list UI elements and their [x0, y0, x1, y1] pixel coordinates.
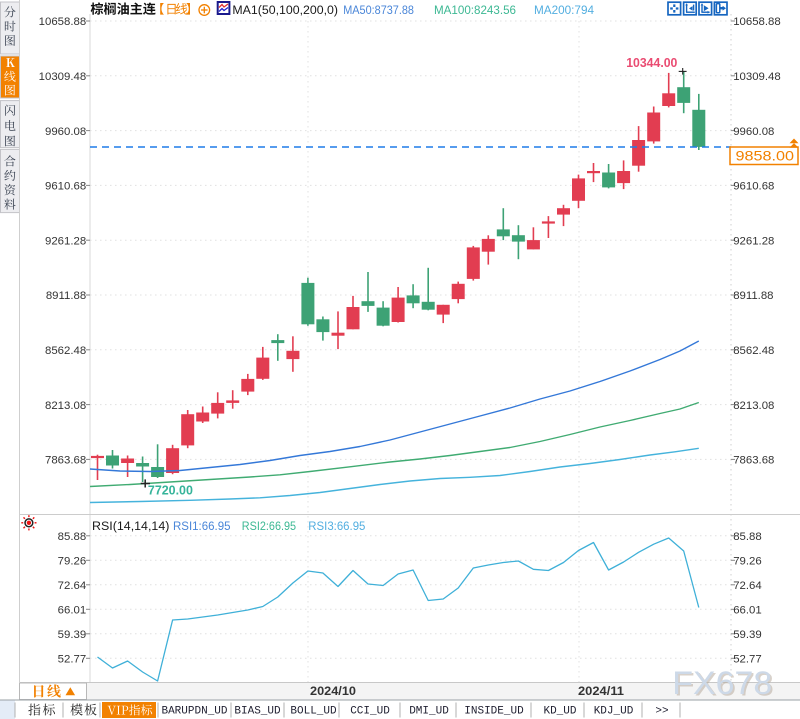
svg-text:9261.28: 9261.28 [733, 235, 774, 247]
svg-text:85.88: 85.88 [58, 531, 87, 543]
svg-text:KD_UD: KD_UD [543, 706, 576, 718]
svg-text:10309.48: 10309.48 [39, 71, 87, 83]
svg-text:RSI(14,14,14): RSI(14,14,14) [92, 519, 169, 533]
svg-text:MA1(50,100,200,0): MA1(50,100,200,0) [232, 3, 338, 17]
svg-text:7863.68: 7863.68 [45, 455, 86, 467]
svg-text:52.77: 52.77 [58, 653, 87, 665]
svg-text:8562.48: 8562.48 [733, 345, 774, 357]
svg-text:FX678: FX678 [674, 667, 774, 703]
svg-text:66.01: 66.01 [733, 604, 762, 616]
svg-text:8562.48: 8562.48 [45, 345, 86, 357]
svg-text:85.88: 85.88 [733, 531, 762, 543]
svg-text:DMI_UD: DMI_UD [409, 706, 449, 718]
svg-text:10658.88: 10658.88 [39, 16, 87, 28]
svg-text:RSI1:66.95: RSI1:66.95 [173, 519, 231, 533]
svg-text:59.39: 59.39 [58, 629, 87, 641]
svg-text:8213.08: 8213.08 [45, 400, 86, 412]
svg-text:52.77: 52.77 [733, 653, 762, 665]
svg-text:8911.88: 8911.88 [733, 290, 773, 302]
svg-text:7863.68: 7863.68 [733, 455, 774, 467]
svg-text:59.39: 59.39 [733, 629, 762, 641]
svg-text:CCI_UD: CCI_UD [350, 706, 390, 718]
svg-text:72.64: 72.64 [58, 580, 87, 592]
svg-text:RSI3:66.95: RSI3:66.95 [308, 519, 365, 533]
svg-text:7720.00: 7720.00 [148, 484, 193, 498]
svg-text:72.64: 72.64 [733, 580, 762, 592]
svg-text:9960.08: 9960.08 [733, 126, 774, 138]
svg-text:2024/10: 2024/10 [310, 684, 356, 698]
svg-text:BOLL_UD: BOLL_UD [290, 706, 337, 718]
svg-text:8911.88: 8911.88 [46, 290, 86, 302]
svg-text:BIAS_UD: BIAS_UD [234, 706, 281, 718]
svg-text:10658.88: 10658.88 [733, 16, 781, 28]
svg-text:9610.68: 9610.68 [733, 181, 774, 193]
svg-text:MA100:8243.56: MA100:8243.56 [434, 3, 516, 17]
svg-text:9960.08: 9960.08 [45, 126, 86, 138]
svg-text:79.26: 79.26 [733, 555, 762, 567]
svg-text:10344.00: 10344.00 [626, 56, 677, 70]
svg-text:9261.28: 9261.28 [45, 235, 86, 247]
svg-text:MA200:794: MA200:794 [534, 3, 594, 17]
svg-text:BARUPDN_UD: BARUPDN_UD [161, 706, 227, 718]
svg-text:2024/11: 2024/11 [578, 684, 624, 698]
svg-text:>>: >> [655, 706, 668, 718]
svg-text:RSI2:66.95: RSI2:66.95 [242, 519, 296, 533]
svg-text:INSIDE_UD: INSIDE_UD [464, 706, 524, 718]
svg-text:FX678: FX678 [672, 665, 772, 701]
svg-text:66.01: 66.01 [58, 604, 87, 616]
svg-text:79.26: 79.26 [58, 555, 87, 567]
svg-text:8213.08: 8213.08 [733, 400, 774, 412]
svg-text:MA50:8737.88: MA50:8737.88 [343, 3, 414, 17]
svg-text:KDJ_UD: KDJ_UD [594, 706, 634, 718]
svg-text:9858.00: 9858.00 [736, 148, 795, 164]
svg-text:9610.68: 9610.68 [45, 181, 86, 193]
svg-text:10309.48: 10309.48 [733, 71, 781, 83]
